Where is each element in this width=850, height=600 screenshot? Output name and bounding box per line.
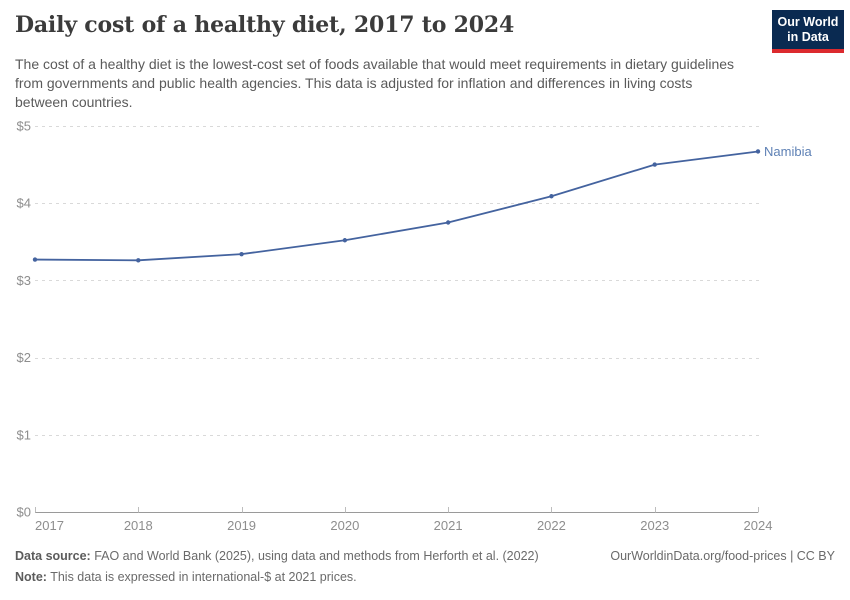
owid-logo[interactable]: Our World in Data: [772, 10, 844, 53]
y-tick-label-5: $5: [17, 119, 31, 134]
note-label: Note:: [15, 570, 47, 584]
x-tick-label-2024: 2024: [744, 518, 773, 533]
datasource-text: FAO and World Bank (2025), using data an…: [90, 549, 539, 563]
license-link[interactable]: OurWorldinData.org/food-prices | CC BY: [610, 549, 835, 563]
series-line-namibia: [34, 150, 759, 262]
data-point-namibia-2021: [445, 220, 451, 225]
datasource-label: Data source:: [15, 549, 91, 563]
x-tick-label-2018: 2018: [124, 518, 153, 533]
logo-text-line2: in Data: [787, 30, 829, 44]
x-tick-label-2021: 2021: [434, 518, 463, 533]
data-point-namibia-2023: [652, 162, 657, 167]
chart-subtitle: The cost of a healthy diet is the lowest…: [15, 56, 735, 110]
data-point-namibia-2022: [549, 194, 554, 199]
x-tick-label-2017: 2017: [35, 518, 64, 533]
footer-row-datasource: Data source: FAO and World Bank (2025), …: [15, 546, 835, 567]
chart-footer: Data source: FAO and World Bank (2025), …: [15, 546, 835, 588]
x-tick-label-2019: 2019: [227, 518, 256, 533]
y-tick-label-2: $2: [17, 350, 31, 365]
y-tick-label-1: $1: [17, 427, 31, 442]
y-tick-label-4: $4: [17, 196, 31, 211]
note-text: This data is expressed in international-…: [46, 570, 357, 584]
data-point-namibia-2017: [32, 257, 38, 262]
footer-row-note: Note: This data is expressed in internat…: [15, 567, 835, 588]
y-tick-label-0: $0: [17, 505, 31, 520]
x-tick-label-2023: 2023: [640, 518, 669, 533]
data-point-namibia-2020: [342, 238, 348, 243]
x-tick-label-2022: 2022: [537, 518, 566, 533]
page-title: Daily cost of a healthy diet, 2017 to 20…: [15, 12, 515, 38]
y-tick-label-3: $3: [17, 273, 31, 288]
logo-text-line1: Our World: [777, 15, 839, 29]
data-point-namibia-2018: [136, 258, 141, 263]
datasource-line: Data source: FAO and World Bank (2025), …: [15, 546, 539, 567]
entity-label: Namibia: [764, 144, 812, 159]
data-point-namibia-2019: [239, 251, 244, 257]
x-tick-label-2020: 2020: [330, 518, 359, 533]
data-point-namibia-2024: [755, 149, 761, 154]
